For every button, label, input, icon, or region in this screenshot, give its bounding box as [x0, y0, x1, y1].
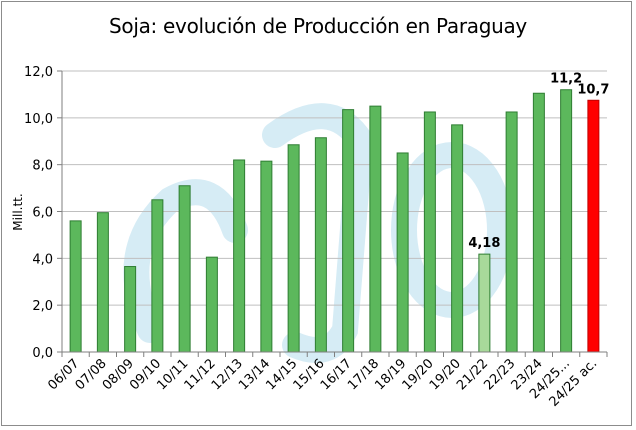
bar: [396, 152, 409, 353]
y-axis-label: Mill.tt.: [11, 193, 25, 230]
bar: [369, 105, 382, 353]
y-tick-label: 0,0: [32, 346, 53, 361]
bar: [287, 144, 300, 353]
data-labels: 4,18 11,210,7: [468, 72, 609, 251]
bar: [233, 159, 246, 353]
data-label: 10,7: [577, 82, 609, 97]
bar: [260, 160, 273, 353]
bar: [178, 185, 191, 353]
bar: [587, 99, 600, 353]
bar: [151, 199, 164, 353]
bar: [124, 266, 137, 353]
bar: [532, 92, 545, 353]
y-tick-label: 2,0: [32, 299, 53, 314]
bar: [96, 212, 109, 353]
bar: [451, 124, 464, 353]
chart-title: Soja: evolución de Producción en Paragua…: [109, 14, 527, 38]
y-tick-label: 4,0: [32, 252, 53, 267]
y-axis-ticks: 0,0 2,0 4,0 6,0 8,0 10,0 12,0: [24, 65, 62, 361]
data-label: 4,18: [468, 236, 500, 251]
y-tick-label: 6,0: [32, 206, 53, 221]
y-tick-label: 8,0: [32, 159, 53, 174]
bar: [560, 89, 573, 353]
y-tick-label: 10,0: [24, 112, 53, 127]
bar: [69, 220, 82, 353]
watermark-stroke: [123, 179, 248, 343]
bar: [342, 109, 355, 353]
data-label: 11,2: [550, 72, 582, 87]
bar: [314, 137, 327, 353]
y-tick-label: 12,0: [24, 65, 53, 80]
bar: [205, 256, 218, 353]
bar: [478, 253, 491, 353]
bar: [505, 111, 518, 353]
bar: [423, 111, 436, 353]
